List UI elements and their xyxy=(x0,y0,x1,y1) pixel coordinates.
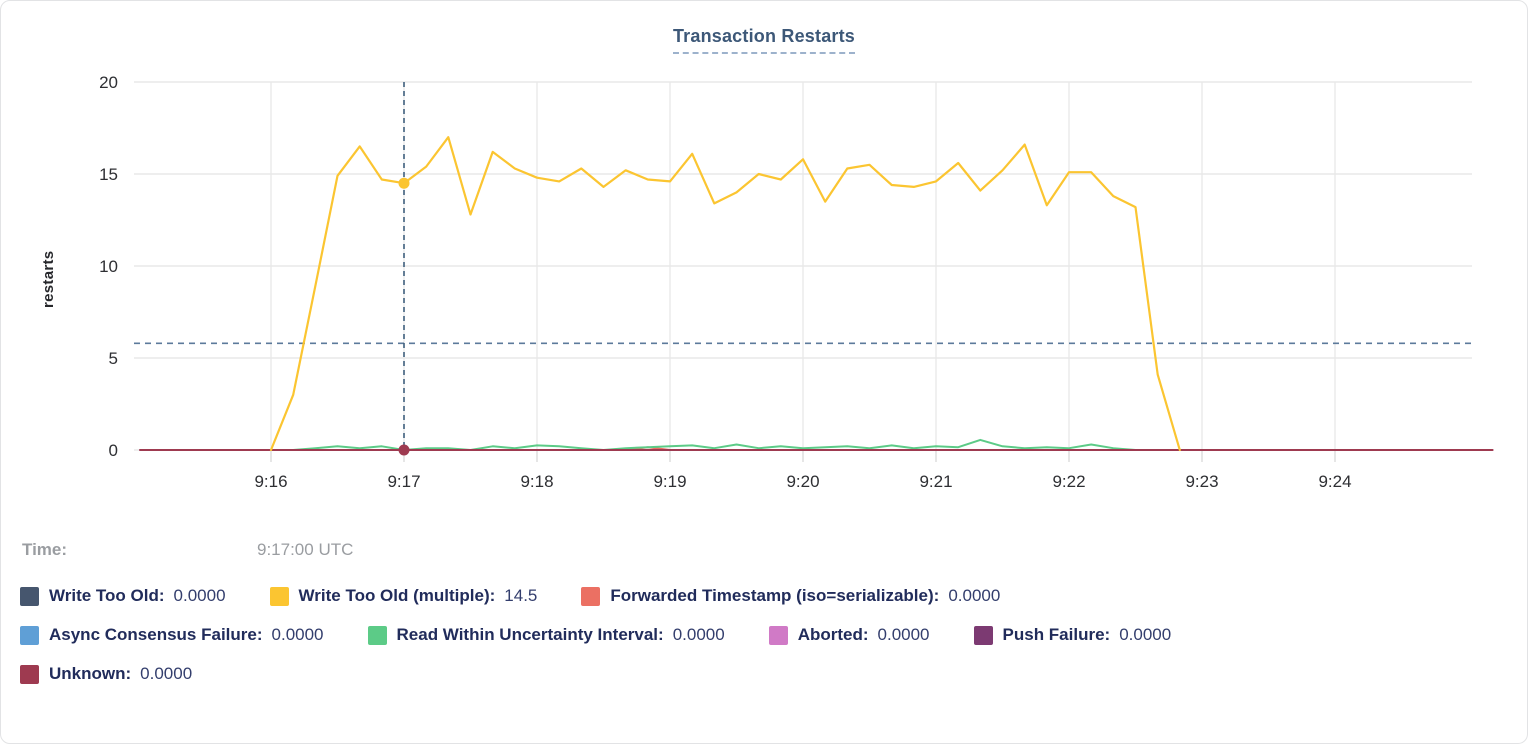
legend-swatch xyxy=(269,586,289,606)
legend-swatch xyxy=(768,625,788,645)
svg-text:9:21: 9:21 xyxy=(919,472,952,491)
legend-label: Async Consensus Failure: xyxy=(49,625,263,644)
legend-value: 14.5 xyxy=(504,586,538,605)
legend-label: Push Failure: xyxy=(1002,625,1111,644)
legend-swatch xyxy=(20,586,39,606)
legend-swatch xyxy=(973,625,993,645)
svg-text:9:18: 9:18 xyxy=(520,472,553,491)
time-label: Time: xyxy=(22,540,68,559)
legend-label: Write Too Old: xyxy=(49,586,165,605)
legend-swatch xyxy=(20,664,39,684)
legend-label: Unknown: xyxy=(49,664,132,683)
chart-title: Transaction Restarts xyxy=(672,26,856,54)
legend-swatch xyxy=(20,625,39,645)
hover-readout: Time: 9:17:00 UTC xyxy=(22,540,522,560)
legend-label: Forwarded Timestamp (iso=serializable): xyxy=(610,586,940,605)
svg-text:9:19: 9:19 xyxy=(653,472,686,491)
svg-text:10: 10 xyxy=(99,257,118,276)
chart-header: Transaction Restarts xyxy=(0,26,1528,54)
legend-swatch xyxy=(367,625,387,645)
legend-value: 0.0000 xyxy=(877,625,930,644)
svg-text:20: 20 xyxy=(99,73,118,92)
legend-value: 0.0000 xyxy=(271,625,324,644)
svg-text:5: 5 xyxy=(109,349,118,368)
chart-canvas[interactable]: 0 5 10 15 20 9:16 9:17 9:18 9:19 9:20 9:21 9:22 9:23… xyxy=(0,0,1528,520)
legend-row: Write Too Old: 0.0000 Write Too Old (mul… xyxy=(20,586,1171,606)
legend-item: Push Failure: 0.0000 xyxy=(973,625,1172,645)
svg-text:15: 15 xyxy=(99,165,118,184)
legend-item: Forwarded Timestamp (iso=serializable): … xyxy=(581,586,1000,606)
svg-text:9:20: 9:20 xyxy=(786,472,819,491)
legend-label: Write Too Old (multiple): xyxy=(298,586,496,605)
legend-item: Async Consensus Failure: 0.0000 xyxy=(20,625,324,645)
legend-label: Aborted: xyxy=(797,625,869,644)
legend-swatch xyxy=(581,586,601,606)
svg-text:0: 0 xyxy=(109,441,118,460)
legend-row: Async Consensus Failure: 0.0000 Read Wit… xyxy=(20,625,1171,645)
legend-item: Unknown: 0.0000 xyxy=(20,664,192,684)
chart-legend: Write Too Old: 0.0000 Write Too Old (mul… xyxy=(20,586,1171,684)
time-value: 9:17:00 UTC xyxy=(257,540,354,559)
legend-item: Write Too Old: 0.0000 xyxy=(20,586,226,606)
legend-row: Unknown: 0.0000 xyxy=(20,664,1171,684)
legend-item: Read Within Uncertainty Interval: 0.0000 xyxy=(367,625,725,645)
svg-text:9:17: 9:17 xyxy=(387,472,420,491)
svg-text:9:24: 9:24 xyxy=(1318,472,1351,491)
svg-text:9:16: 9:16 xyxy=(254,472,287,491)
svg-text:9:23: 9:23 xyxy=(1185,472,1218,491)
legend-value: 0.0000 xyxy=(672,625,725,644)
legend-label: Read Within Uncertainty Interval: xyxy=(396,625,664,644)
legend-value: 0.0000 xyxy=(140,664,193,683)
legend-item: Write Too Old (multiple): 14.5 xyxy=(269,586,538,606)
legend-value: 0.0000 xyxy=(948,586,1001,605)
legend-value: 0.0000 xyxy=(173,586,226,605)
legend-value: 0.0000 xyxy=(1119,625,1172,644)
svg-text:9:22: 9:22 xyxy=(1052,472,1085,491)
legend-item: Aborted: 0.0000 xyxy=(768,625,930,645)
